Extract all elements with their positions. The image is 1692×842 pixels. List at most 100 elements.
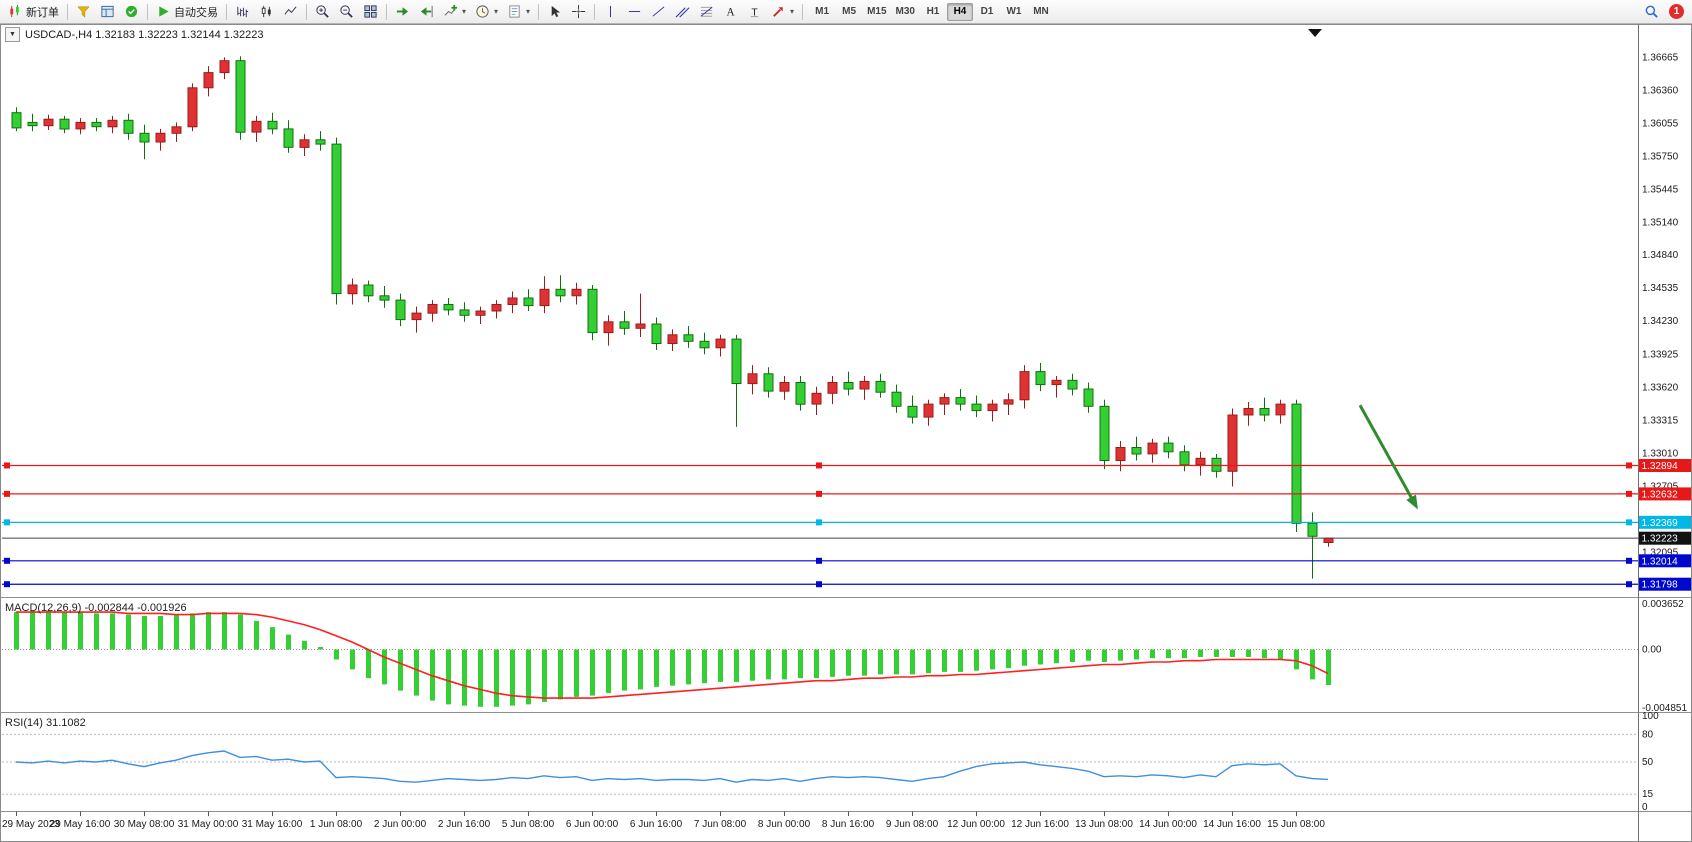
price-axis-label: 1.33925: [1642, 349, 1679, 360]
arrow-tools-icon: [771, 4, 786, 19]
timeframe-H1[interactable]: H1: [920, 3, 946, 21]
chevron-down-icon: ▾: [494, 7, 499, 16]
time-axis-label: 6 Jun 00:00: [566, 819, 619, 830]
price-axis-label: 1.34535: [1642, 283, 1679, 294]
bar-chart-button[interactable]: [231, 2, 254, 22]
terminal-button[interactable]: [120, 2, 143, 22]
text-button[interactable]: A: [719, 2, 742, 22]
time-axis-label: 29 May 2023: [2, 819, 60, 830]
crosshair-button[interactable]: [567, 2, 590, 22]
time-axis-label: 14 Jun 00:00: [1139, 819, 1197, 830]
chart-area[interactable]: 1.36665 1.36360 1.36055 1.35750 1.35445 1.351…: [0, 24, 1692, 842]
time-axis-label: 13 Jun 08:00: [1075, 819, 1133, 830]
candle-body: [347, 284, 358, 295]
price-axis-label: 1.36055: [1642, 119, 1679, 130]
candle-body: [843, 382, 854, 390]
market-watch-button[interactable]: [72, 2, 95, 22]
horizontal-line-icon: [627, 4, 642, 19]
candle-body: [763, 373, 774, 392]
hline-handle[interactable]: [4, 581, 10, 588]
hline-handle[interactable]: [4, 490, 10, 497]
templates-button[interactable]: ▾: [503, 2, 534, 22]
hline-handle[interactable]: [1626, 581, 1632, 588]
candle-body: [667, 334, 678, 344]
hline-handle[interactable]: [1626, 490, 1632, 497]
auto-trading-button-label: 自动交易: [174, 6, 218, 19]
cursor-button[interactable]: [543, 2, 566, 22]
hline-handle[interactable]: [4, 557, 10, 564]
candle-body: [475, 310, 486, 316]
candle-body: [363, 284, 374, 297]
fibonacci-icon: [699, 4, 714, 19]
toolbar-separator: [306, 3, 307, 20]
timeframe-M15[interactable]: M15: [863, 3, 890, 21]
time-axis-label: 2 Jun 16:00: [438, 819, 491, 830]
candle-body: [891, 391, 902, 407]
hline-handle[interactable]: [1626, 557, 1632, 564]
price-badge: [1639, 487, 1691, 501]
vertical-line-button[interactable]: [599, 2, 622, 22]
candle-body: [1051, 379, 1062, 386]
auto-trading-button[interactable]: 自动交易: [152, 2, 222, 22]
time-axis-label: 8 Jun 00:00: [758, 819, 811, 830]
timeframe-H4[interactable]: H4: [946, 2, 973, 21]
candle-chart-icon: [259, 4, 274, 19]
fibonacci-button[interactable]: [695, 2, 718, 22]
timeframe-M30[interactable]: M30: [892, 3, 919, 21]
chart-shift-marker[interactable]: [1308, 29, 1322, 37]
timeframe-MN[interactable]: MN: [1028, 3, 1054, 21]
timeframe-D1[interactable]: D1: [974, 3, 1000, 21]
hline-handle[interactable]: [816, 557, 822, 564]
candle-chart-button[interactable]: [255, 2, 278, 22]
price-axis-label: 1.35445: [1642, 185, 1679, 196]
candle-body: [1163, 442, 1174, 453]
label-button[interactable]: T: [743, 2, 766, 22]
timeframe-W1[interactable]: W1: [1001, 3, 1027, 21]
periods-button[interactable]: ▾: [471, 2, 502, 22]
tile-windows-button[interactable]: [359, 2, 382, 22]
zoom-out-button[interactable]: [335, 2, 358, 22]
arrow-tools-button[interactable]: ▾: [767, 2, 798, 22]
rsi-axis-label: 15: [1642, 789, 1654, 800]
candle-body: [971, 403, 982, 412]
candle-body: [587, 288, 598, 334]
hline-handle[interactable]: [816, 490, 822, 497]
indicators-button[interactable]: ▾: [439, 2, 470, 22]
line-chart-button[interactable]: [279, 2, 302, 22]
template-icon: [507, 4, 522, 19]
channel-button[interactable]: [671, 2, 694, 22]
toolbar-buttons: 新订单 自动交易 ▾ ▾ ▾ A T ▾: [4, 2, 798, 22]
hline-handle[interactable]: [4, 519, 10, 526]
price-axis-label: 1.34230: [1642, 316, 1679, 327]
timeframe-M1[interactable]: M1: [809, 3, 835, 21]
horizontal-line-button[interactable]: [623, 2, 646, 22]
rsi-label: RSI(14) 31.1082: [5, 717, 86, 729]
timeframe-M5[interactable]: M5: [836, 3, 862, 21]
chevron-down-icon: ▾: [526, 7, 531, 16]
macd-histogram: [14, 610, 1331, 707]
hline-handle[interactable]: [1626, 462, 1632, 469]
price-axis-label: 1.32095: [1642, 548, 1679, 559]
zoom-in-button[interactable]: [311, 2, 334, 22]
search-button[interactable]: [1640, 2, 1663, 22]
notification-badge[interactable]: 1: [1669, 4, 1684, 19]
auto-scroll-button[interactable]: [391, 2, 414, 22]
navigator-button[interactable]: [96, 2, 119, 22]
trendline-button[interactable]: [647, 2, 670, 22]
candle-body: [1035, 371, 1046, 386]
candle-body: [523, 297, 534, 307]
chart-shift-button[interactable]: [415, 2, 438, 22]
toolbar: 新订单 自动交易 ▾ ▾ ▾ A T ▾ M1 M5 M15 M30 H1 H4 D1 W1 MN 1: [0, 0, 1692, 24]
symbol-dropdown-icon[interactable]: ▼: [5, 27, 20, 42]
new-order-button[interactable]: 新订单: [4, 2, 63, 22]
macd-axis-label: 0.003652: [1642, 599, 1684, 610]
hline-handle[interactable]: [816, 581, 822, 588]
candle-body: [443, 304, 454, 311]
hline-handle[interactable]: [4, 462, 10, 469]
trend-arrow-head[interactable]: [1406, 494, 1418, 510]
trend-arrow[interactable]: [1358, 404, 1415, 502]
hline-handle[interactable]: [816, 462, 822, 469]
hline-handle[interactable]: [816, 519, 822, 526]
hline-handle[interactable]: [1626, 519, 1632, 526]
candle-body: [747, 373, 758, 385]
